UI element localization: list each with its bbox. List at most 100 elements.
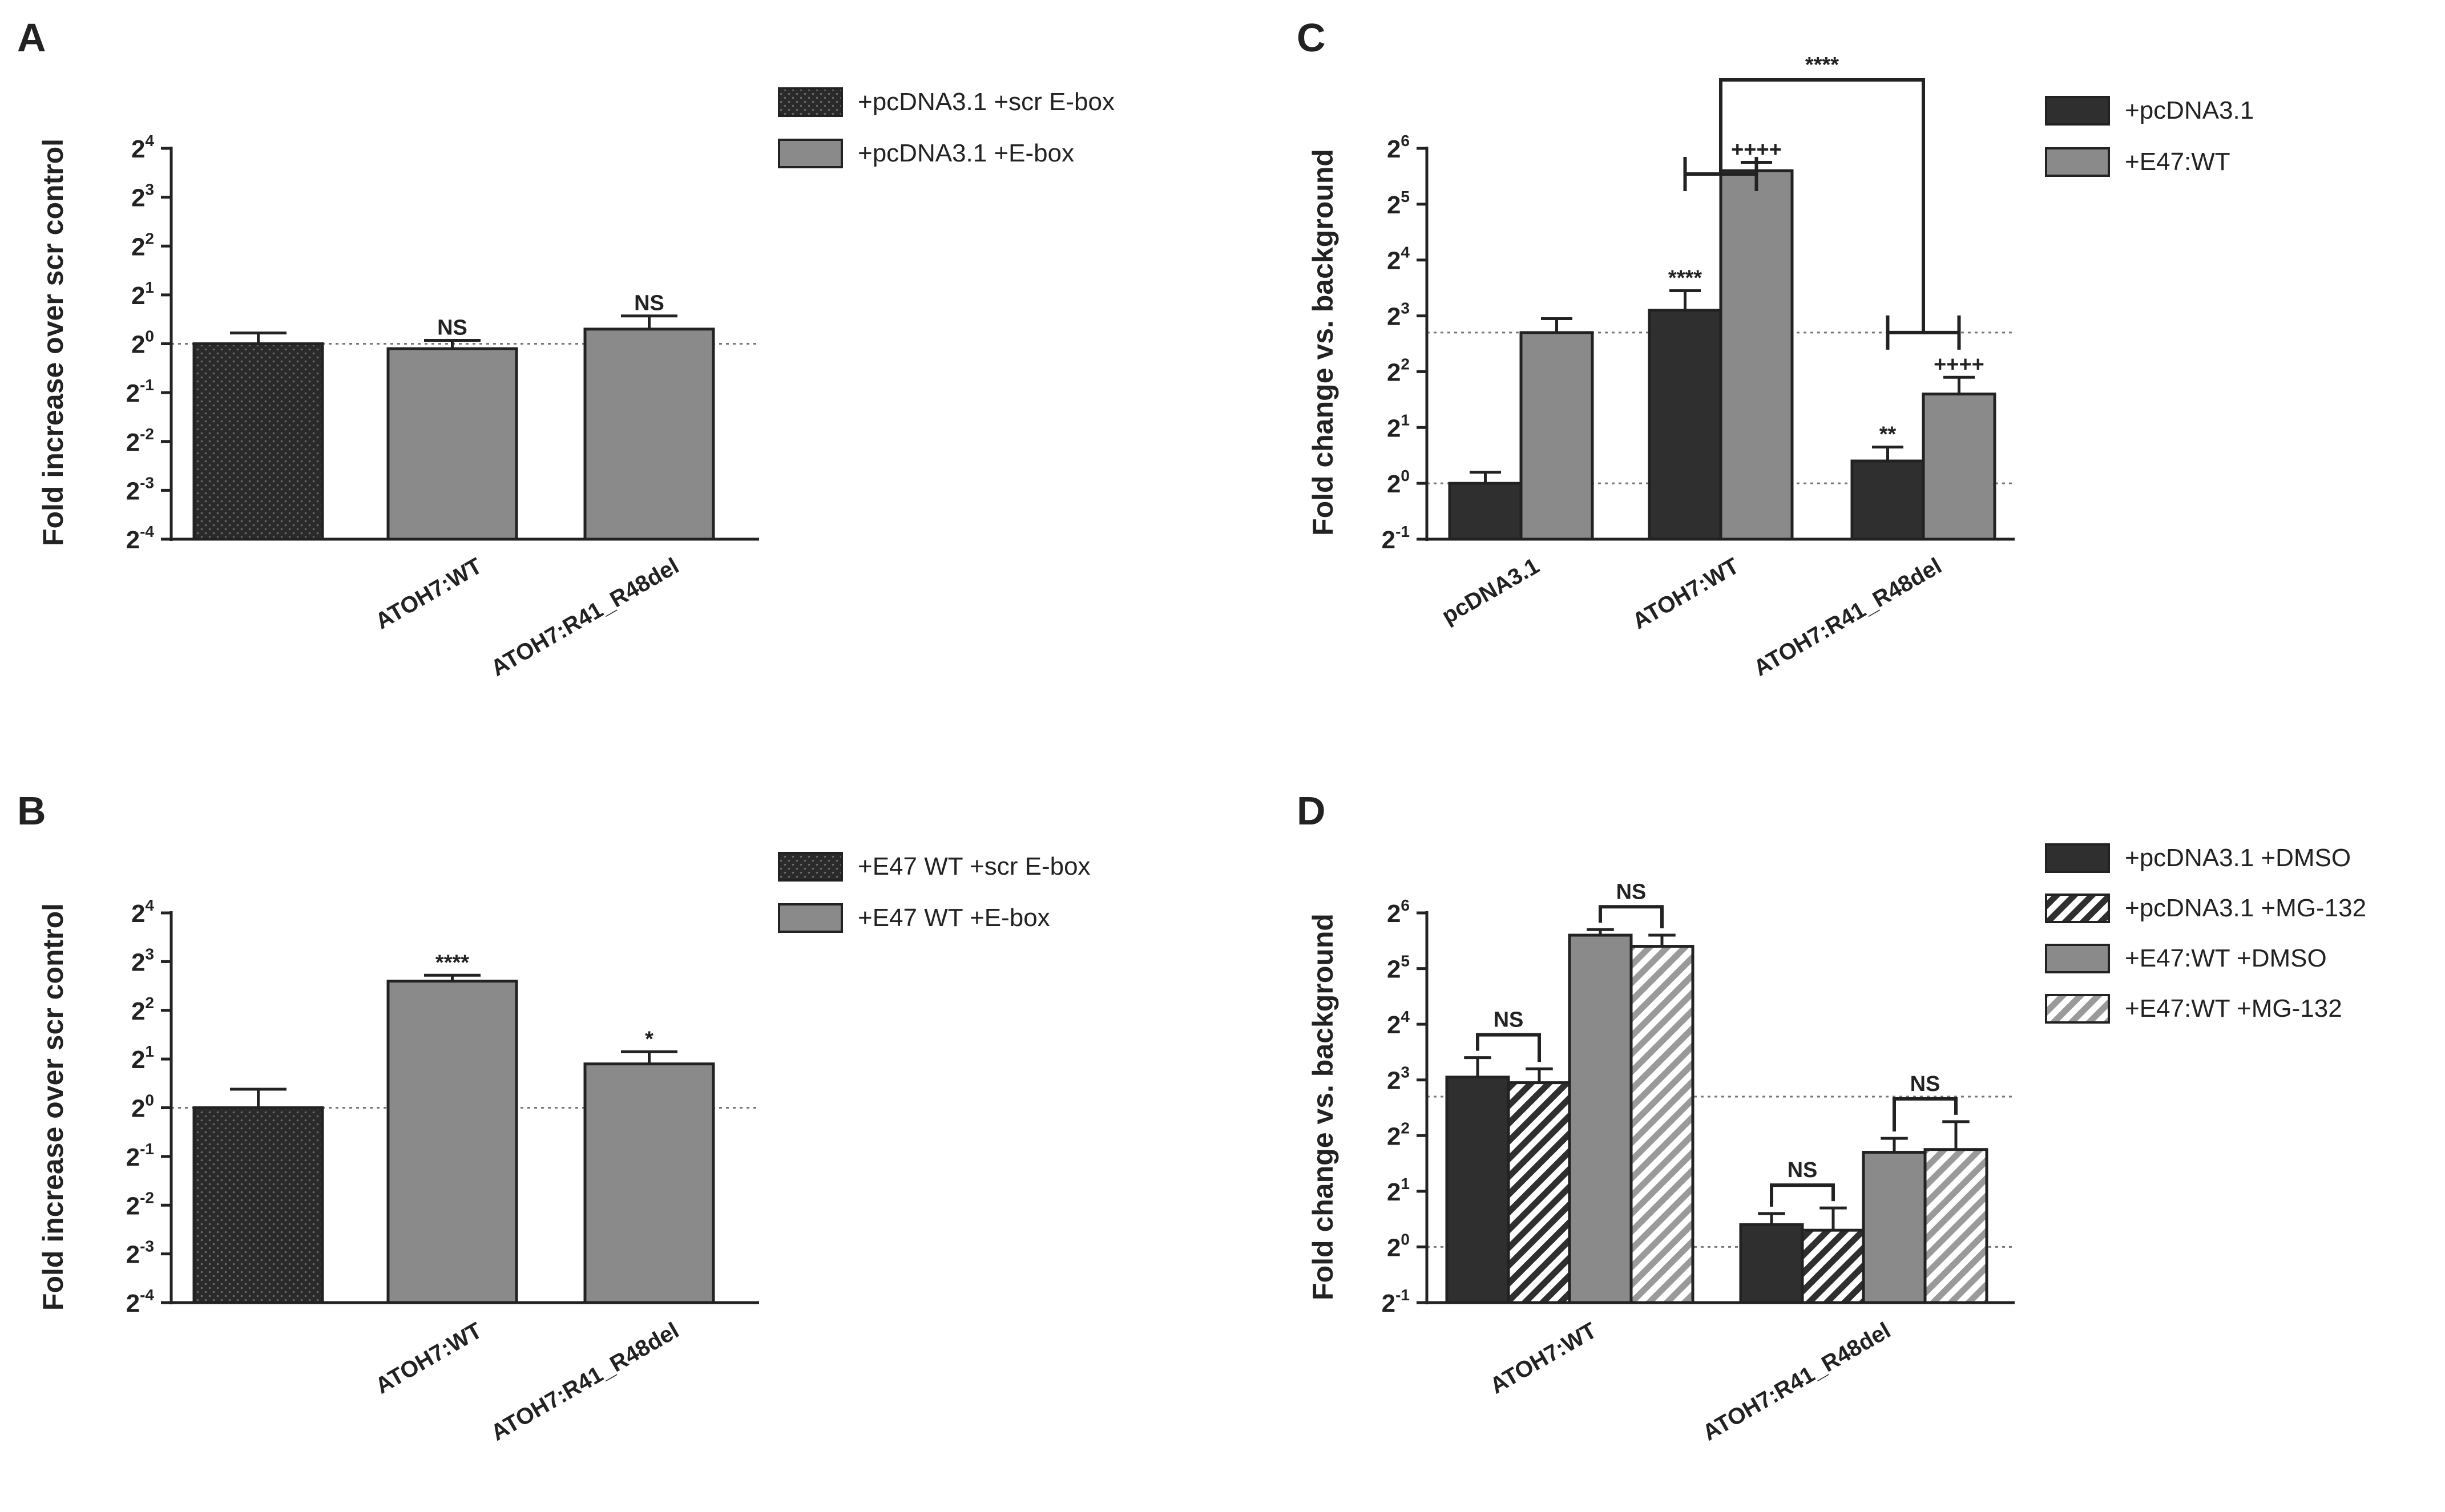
comparison-bracket [1770, 1183, 1835, 1207]
legend-label: +E47:WT [2125, 148, 2230, 176]
legend-swatch [2045, 894, 2110, 923]
y-tick-label: 22 [1387, 1119, 1410, 1150]
y-axis-title: Fold increase over scr control [37, 139, 69, 546]
y-tick-label: 20 [131, 328, 154, 359]
y-tick-label: 2-1 [1382, 1286, 1410, 1317]
y-tick-label: 2-3 [126, 474, 154, 505]
panel-label: C [1297, 15, 1326, 60]
bar [1648, 309, 1722, 541]
y-tick-label: 21 [131, 1042, 154, 1074]
bar [583, 328, 715, 541]
category-label: ATOH7:WT [1628, 553, 1744, 634]
bar [1923, 1148, 1988, 1304]
legend-label: +E47:WT +DMSO [2125, 944, 2327, 972]
y-tick-label: 24 [1387, 244, 1410, 275]
comparison-bracket [1476, 1033, 1541, 1062]
legend-swatch [778, 87, 843, 117]
comparison-bracket [1719, 78, 1925, 333]
legend-label: +E47 WT +E-box [858, 904, 1050, 932]
legend-label: +pcDNA3.1 +scr E-box [858, 88, 1115, 116]
y-tick-label: 20 [131, 1091, 154, 1123]
y-tick-label: 23 [1387, 300, 1410, 331]
category-label: ATOH7:R41_R48del [487, 1318, 683, 1446]
bar [1739, 1223, 1804, 1304]
bar [1519, 331, 1594, 541]
bracket-label: NS [1788, 1158, 1818, 1182]
panel-label: A [17, 15, 46, 60]
significance-label: **** [435, 951, 469, 975]
y-tick-label: 22 [131, 994, 154, 1025]
panel-label: B [17, 789, 46, 833]
bar [1862, 1151, 1927, 1304]
bar [386, 980, 518, 1304]
bar [1719, 169, 1794, 541]
y-tick-label: 23 [131, 181, 154, 212]
y-tick-label: 22 [131, 229, 154, 261]
legend-swatch [2045, 843, 2110, 873]
legend-label: +pcDNA3.1 +DMSO [2125, 844, 2351, 872]
y-tick-label: 2-4 [126, 1286, 155, 1317]
bar [1801, 1228, 1866, 1304]
legend-label: +pcDNA3.1 +E-box [858, 139, 1074, 167]
y-tick-label: 25 [1387, 188, 1410, 219]
y-tick-label: 21 [131, 278, 154, 310]
bracket-label: NS [1910, 1072, 1940, 1096]
bar [1850, 459, 1925, 541]
category-label: pcDNA3.1 [1438, 553, 1544, 629]
legend-swatch [2045, 147, 2110, 177]
legend-swatch [778, 903, 843, 933]
legend-swatch [2045, 96, 2110, 126]
panel-d: D Fold change vs. background 2-1 20 21 22 23 24… [1297, 789, 2366, 1446]
y-tick-label: 2-4 [126, 523, 155, 554]
y-tick-label: 2-1 [1382, 523, 1410, 554]
bracket-label: **** [1805, 53, 1839, 77]
bar [1922, 393, 1996, 541]
y-tick-label: 24 [131, 896, 154, 928]
legend-label: +E47:WT +MG-132 [2125, 994, 2342, 1022]
y-axis-title: Fold change vs. background [1307, 913, 1339, 1300]
panel-a: A Fold increase over scr control 2-4 2-3 2-2… [17, 15, 1115, 681]
significance-label: NS [437, 316, 467, 340]
comparison-bracket [1893, 1097, 1958, 1132]
bar [1445, 1076, 1510, 1304]
y-tick-label: 2-2 [126, 1188, 154, 1220]
y-tick-label: 2-1 [126, 1140, 154, 1171]
y-axis-title: Fold increase over scr control [37, 903, 69, 1311]
y-tick-label: 2-3 [126, 1238, 154, 1269]
category-label: ATOH7:R41_R48del [1698, 1318, 1895, 1446]
bar [386, 347, 518, 541]
category-label: ATOH7:WT [371, 1318, 486, 1399]
bracket-label: NS [1494, 1008, 1524, 1032]
legend-swatch [2045, 994, 2110, 1024]
significance-label: ** [1879, 423, 1897, 447]
significance-label: NS [634, 292, 664, 316]
comparison-bracket [1599, 905, 1664, 929]
panel-label: D [1297, 789, 1326, 833]
category-label: ATOH7:WT [1486, 1318, 1601, 1399]
y-tick-label: 24 [1387, 1008, 1410, 1039]
category-label: ATOH7:WT [371, 553, 486, 634]
bar [1629, 945, 1694, 1304]
bar [1507, 1081, 1572, 1304]
y-tick-label: 23 [131, 945, 154, 976]
y-tick-label: 21 [1387, 1175, 1410, 1206]
y-tick-label: 23 [1387, 1064, 1410, 1095]
y-axis-title: Fold change vs. background [1307, 149, 1339, 536]
significance-label: ++++ [1934, 353, 1984, 377]
legend-label: +pcDNA3.1 +MG-132 [2125, 894, 2366, 922]
y-tick-label: 26 [1387, 132, 1410, 163]
legend-swatch [778, 852, 843, 882]
y-tick-label: 2-1 [126, 376, 154, 407]
y-tick-label: 20 [1387, 1230, 1410, 1262]
legend-label: +E47 WT +scr E-box [858, 852, 1091, 880]
legend-label: +pcDNA3.1 [2125, 96, 2254, 124]
legend-swatch [2045, 944, 2110, 973]
y-tick-label: 24 [131, 132, 154, 163]
category-label: ATOH7:R41_R48del [1749, 553, 1946, 681]
significance-label: * [645, 1027, 653, 1051]
bar [1568, 933, 1633, 1304]
bar [583, 1062, 715, 1304]
panel-c: C Fold change vs. background 2-1 20 21 22 23 24… [1297, 15, 2254, 681]
y-tick-label: 2-2 [126, 425, 154, 456]
